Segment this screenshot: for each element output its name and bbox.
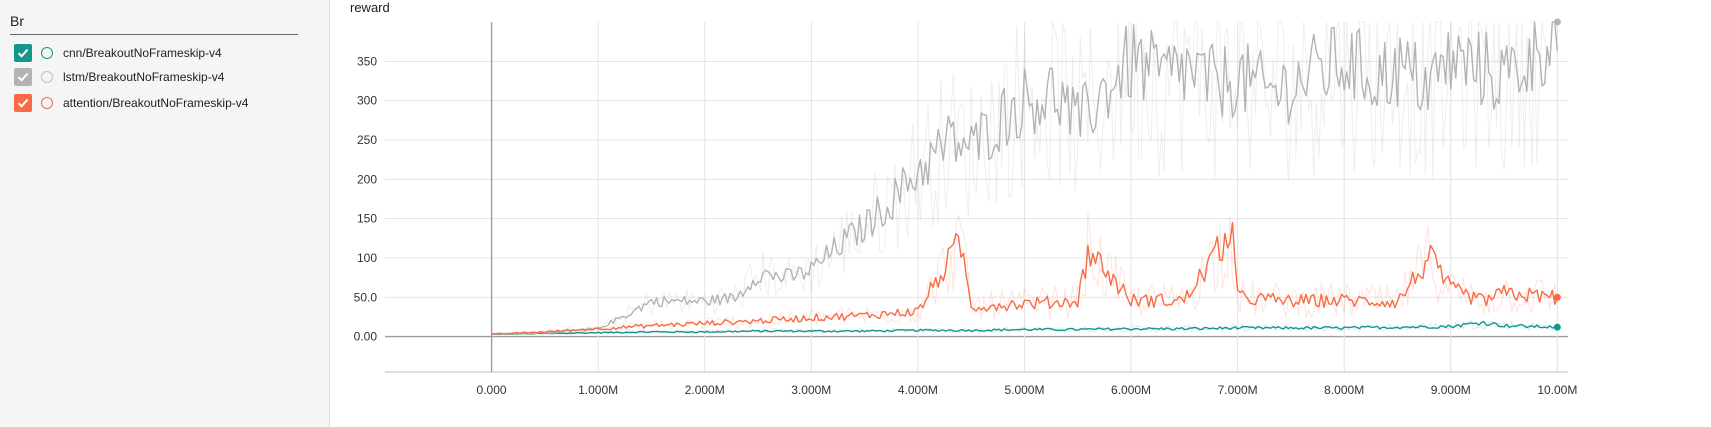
y-tick-label: 0.00 <box>354 330 378 344</box>
x-tick-label: 7.000M <box>1218 383 1258 397</box>
checkbox-checked-icon[interactable] <box>14 94 32 112</box>
series-line <box>491 221 1558 335</box>
raw-series-line <box>491 212 1558 336</box>
y-tick-label: 250 <box>357 133 377 147</box>
run-item-lstm[interactable]: lstm/BreakoutNoFrameskip-v4 <box>14 66 224 88</box>
run-filter-input[interactable]: Br <box>10 8 298 35</box>
series-line <box>491 21 1558 336</box>
run-label: cnn/BreakoutNoFrameskip-v4 <box>63 46 222 60</box>
chart-axes: 0.00 50.0 100 150 200 250 300 350 0.000 1.000M 2.0… <box>354 54 1578 397</box>
checkbox-checked-icon[interactable] <box>14 44 32 62</box>
runs-sidebar: Br cnn/BreakoutNoFrameskip-v4 lstm/Break… <box>0 0 330 427</box>
x-tick-label: 9.000M <box>1431 383 1471 397</box>
run-label: attention/BreakoutNoFrameskip-v4 <box>63 96 249 110</box>
y-tick-label: 150 <box>357 212 377 226</box>
x-tick-label: 8.000M <box>1324 383 1364 397</box>
chart-grid <box>385 22 1568 372</box>
x-tick-label: 10.00M <box>1537 383 1577 397</box>
checkbox-checked-icon[interactable] <box>14 68 32 86</box>
series-end-marker <box>1553 293 1561 301</box>
y-tick-label: 350 <box>357 54 377 68</box>
run-item-cnn[interactable]: cnn/BreakoutNoFrameskip-v4 <box>14 42 222 64</box>
reward-line-chart[interactable]: 0.00 50.0 100 150 200 250 300 350 0.000 1.000M 2.0… <box>330 0 1711 427</box>
series-line <box>491 320 1558 336</box>
run-label: lstm/BreakoutNoFrameskip-v4 <box>63 70 225 84</box>
raw-series-line <box>491 21 1558 336</box>
run-item-attention[interactable]: attention/BreakoutNoFrameskip-v4 <box>14 92 248 114</box>
x-tick-label: 0.000 <box>477 383 507 397</box>
y-tick-label: 300 <box>357 94 377 108</box>
chart-title: reward <box>350 0 390 15</box>
y-tick-label: 100 <box>357 251 377 265</box>
smoothed-series-layer <box>491 18 1561 336</box>
x-tick-label: 1.000M <box>578 383 618 397</box>
series-end-marker <box>1553 323 1561 331</box>
y-tick-label: 200 <box>357 172 377 186</box>
color-ring-icon[interactable] <box>41 97 53 109</box>
color-ring-icon[interactable] <box>41 47 53 59</box>
color-ring-icon[interactable] <box>41 71 53 83</box>
x-tick-label: 2.000M <box>685 383 725 397</box>
y-tick-label: 50.0 <box>354 290 378 304</box>
x-tick-label: 6.000M <box>1111 383 1151 397</box>
series-end-marker <box>1553 18 1561 26</box>
x-tick-label: 4.000M <box>898 383 938 397</box>
x-tick-label: 5.000M <box>1004 383 1044 397</box>
x-tick-label: 3.000M <box>791 383 831 397</box>
